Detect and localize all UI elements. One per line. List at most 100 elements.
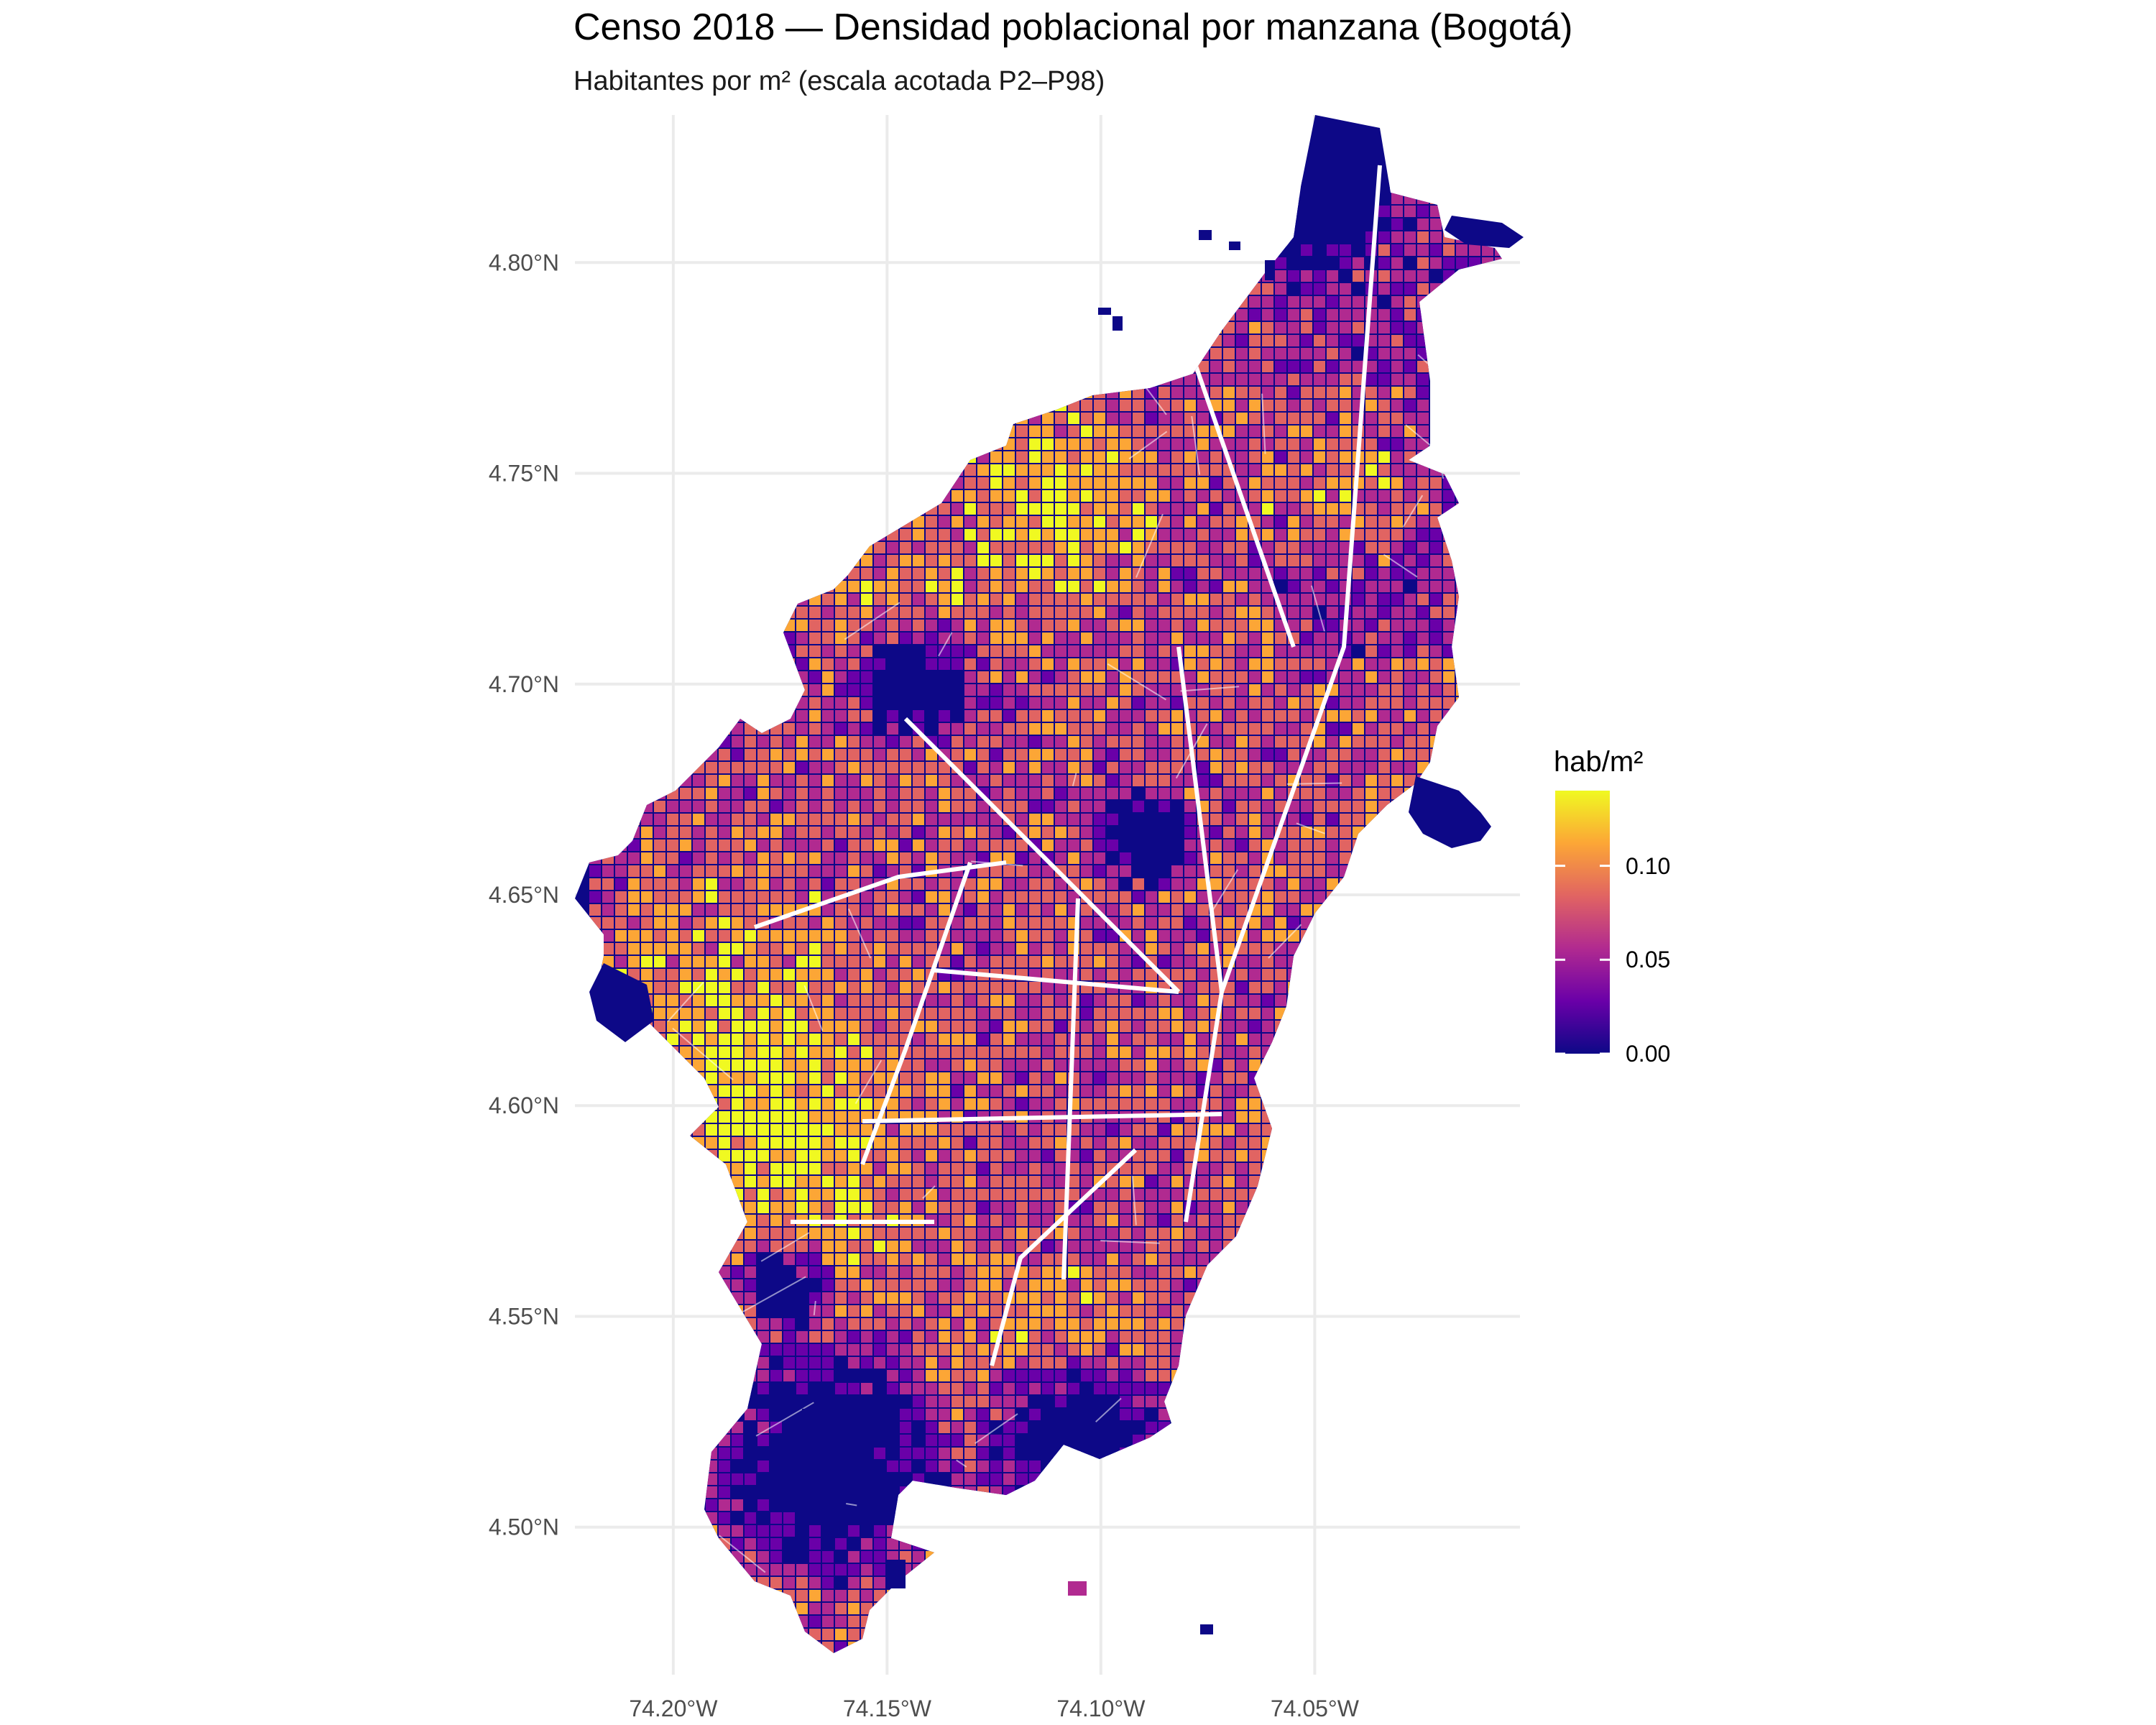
census-block [1495,930,1502,942]
census-block [1288,594,1299,605]
census-block [1495,658,1502,670]
census-block [1378,645,1390,657]
census-block [913,710,924,722]
census-block [589,607,601,618]
census-block [1249,270,1261,282]
census-block [1133,374,1144,385]
census-block [732,891,743,903]
census-block [1391,296,1403,308]
census-block [693,206,704,217]
census-block [1158,1034,1170,1045]
census-block [1197,206,1209,217]
census-block [770,361,782,372]
census-block [1055,477,1067,489]
census-block [1042,607,1054,618]
census-block [1158,1046,1170,1058]
census-block [589,516,601,528]
census-block [615,309,627,321]
census-block [745,891,756,903]
census-block [835,503,847,515]
census-block [874,451,885,463]
census-block [732,529,743,540]
census-block [1236,374,1248,385]
census-block [1404,904,1416,916]
census-block [835,335,847,346]
census-block [1378,400,1390,411]
census-block [1210,801,1222,812]
census-block [1327,930,1338,942]
census-block [1158,1008,1170,1019]
census-block [1288,827,1299,838]
census-block [1223,361,1235,372]
census-block [1301,969,1312,980]
census-block [770,270,782,282]
census-block [1262,451,1273,463]
census-block [887,426,898,437]
census-block [1495,632,1502,644]
census-block [693,671,704,683]
census-block [1094,400,1105,411]
census-block [1197,451,1209,463]
census-block [1029,723,1041,735]
census-block [693,878,704,890]
census-block [822,1059,834,1071]
census-block [1042,400,1054,411]
census-block [1378,374,1390,385]
census-block [1262,801,1273,812]
census-block [783,193,795,204]
census-block [1469,658,1480,670]
census-block [615,801,627,812]
census-block [913,878,924,890]
census-block [964,878,976,890]
census-block [913,775,924,786]
census-block [1081,218,1092,230]
census-block [1391,244,1403,256]
census-block [1378,490,1390,502]
census-block [1081,270,1092,282]
census-block [1223,917,1235,929]
census-block [861,231,872,243]
census-block [1146,244,1157,256]
census-block [757,218,769,230]
census-block [680,930,691,942]
census-block [719,1072,730,1084]
census-block [1171,1046,1183,1058]
census-block [1353,684,1364,696]
census-block [602,1034,614,1045]
census-block [977,995,989,1006]
census-block [1482,322,1493,334]
census-block [900,451,911,463]
census-block [977,193,989,204]
census-block [1171,335,1183,346]
census-block [1340,723,1351,735]
census-block [1197,180,1209,191]
census-block [1262,335,1273,346]
census-block [719,904,730,916]
census-block [1184,309,1196,321]
census-block [1262,296,1273,308]
census-block [874,529,885,540]
census-block [770,891,782,903]
census-block [1275,749,1286,760]
census-block [1249,1008,1261,1019]
census-block [1378,426,1390,437]
census-block [1146,594,1157,605]
census-block [1171,296,1183,308]
census-block [1275,788,1286,799]
census-block [1391,878,1403,890]
census-block [770,438,782,450]
census-block [848,1021,860,1032]
census-block [602,477,614,489]
census-block [1378,1021,1390,1032]
census-block [952,684,963,696]
census-block [874,891,885,903]
census-block [835,413,847,424]
census-block [628,917,640,929]
census-block [1391,413,1403,424]
census-block [1275,451,1286,463]
census-block [1120,995,1131,1006]
census-block [1029,206,1041,217]
census-block [706,645,717,657]
census-block [680,956,691,967]
census-block [1055,852,1067,864]
